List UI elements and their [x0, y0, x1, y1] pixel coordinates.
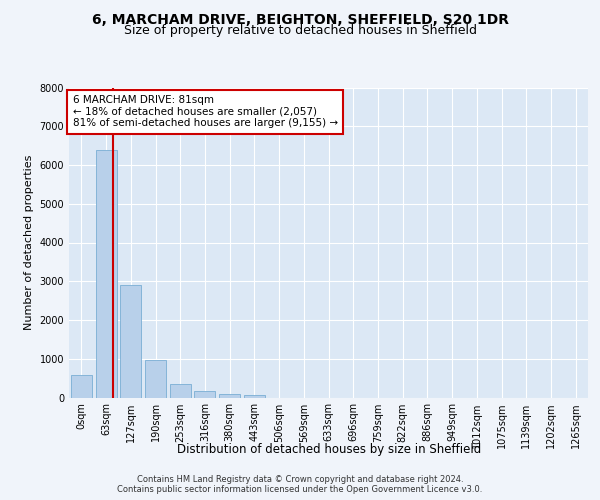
Y-axis label: Number of detached properties: Number of detached properties [24, 155, 34, 330]
Bar [219, 394, 240, 398]
Bar [120, 285, 141, 398]
Text: Size of property relative to detached houses in Sheffield: Size of property relative to detached ho… [124, 24, 476, 37]
Bar [244, 395, 265, 398]
Bar [95, 150, 116, 398]
Bar [194, 392, 215, 398]
Bar [71, 375, 92, 398]
Text: Distribution of detached houses by size in Sheffield: Distribution of detached houses by size … [176, 442, 481, 456]
Text: Contains public sector information licensed under the Open Government Licence v3: Contains public sector information licen… [118, 485, 482, 494]
Text: 6 MARCHAM DRIVE: 81sqm
← 18% of detached houses are smaller (2,057)
81% of semi-: 6 MARCHAM DRIVE: 81sqm ← 18% of detached… [73, 95, 338, 128]
Text: 6, MARCHAM DRIVE, BEIGHTON, SHEFFIELD, S20 1DR: 6, MARCHAM DRIVE, BEIGHTON, SHEFFIELD, S… [91, 12, 509, 26]
Bar [145, 360, 166, 398]
Bar [170, 384, 191, 398]
Text: Contains HM Land Registry data © Crown copyright and database right 2024.: Contains HM Land Registry data © Crown c… [137, 475, 463, 484]
